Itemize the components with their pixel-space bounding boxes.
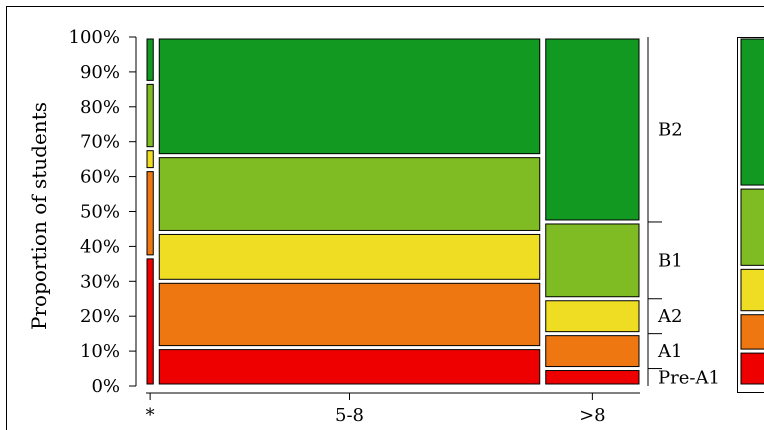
figure-frame xyxy=(6,6,764,430)
y-axis: 0% 10% 20% 30% 40% 50% 60% 70% 80% 90% 100% xyxy=(69,27,137,397)
tile-1-b1 xyxy=(146,83,154,148)
y-tick-label: 80% xyxy=(80,97,120,118)
right-level-label: Pre-A1 xyxy=(658,367,720,388)
tile-2-b2 xyxy=(158,38,541,155)
tile-3-pre-a1 xyxy=(545,370,640,385)
y-axis-label: Proportion of students xyxy=(27,102,51,330)
y-tick-label: 100% xyxy=(69,27,120,48)
legend-key-pre-a1 xyxy=(740,352,764,385)
tile-3-a1 xyxy=(545,335,640,368)
y-tick-label: 0% xyxy=(91,376,120,397)
tile-2-b1 xyxy=(158,157,541,231)
tile-1-a1 xyxy=(146,171,154,256)
tile-2-a1 xyxy=(158,282,541,347)
tile-3-b1 xyxy=(545,223,640,298)
legend-key-b2 xyxy=(740,38,764,186)
mosaic-tiles xyxy=(146,38,640,385)
right-level-label: B2 xyxy=(658,119,683,140)
tile-3-b2 xyxy=(545,38,640,221)
right-axis: Pre-A1 A1 A2 B1 B2 xyxy=(647,37,720,388)
right-level-label: A1 xyxy=(657,341,682,362)
x-axis: * 5-8 >8 xyxy=(146,392,640,426)
legend xyxy=(737,37,764,393)
tile-3-a2 xyxy=(545,300,640,333)
tile-1-a2 xyxy=(146,150,154,169)
legend-frame xyxy=(737,37,764,393)
y-tick-label: 60% xyxy=(80,167,120,188)
right-level-label: B1 xyxy=(658,250,683,271)
tile-2-pre-a1 xyxy=(158,349,541,385)
tile-1-b2 xyxy=(146,38,154,81)
x-tick-label: * xyxy=(146,405,155,426)
y-tick-label: 20% xyxy=(80,306,120,327)
y-tick-label: 30% xyxy=(80,271,120,292)
y-tick-label: 50% xyxy=(80,202,120,223)
legend-key-a1 xyxy=(740,314,764,350)
y-tick-label: 40% xyxy=(80,236,120,257)
legend-key-a2 xyxy=(740,268,764,312)
y-tick-label: 70% xyxy=(80,132,120,153)
x-tick-label: >8 xyxy=(579,405,606,426)
tile-1-pre-a1 xyxy=(146,258,154,385)
x-tick-label: 5-8 xyxy=(335,405,364,426)
legend-key-b1 xyxy=(740,188,764,266)
right-level-label: A2 xyxy=(657,306,682,327)
y-tick-label: 90% xyxy=(80,62,120,83)
y-tick-label: 10% xyxy=(80,341,120,362)
tile-2-a2 xyxy=(158,233,541,280)
